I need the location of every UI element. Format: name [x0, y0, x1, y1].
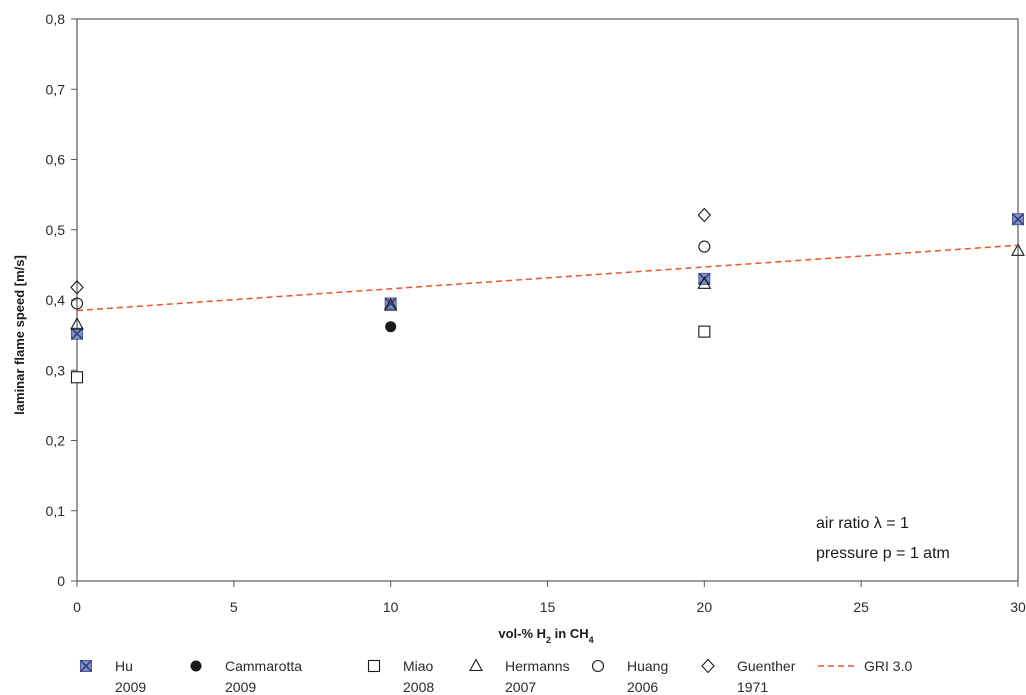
- y-tick-label: 0,3: [46, 362, 66, 378]
- legend-label: 2009: [115, 679, 146, 695]
- series-line-gri-3-0: [76, 244, 1019, 312]
- y-tick-label: 0,8: [46, 11, 66, 27]
- data-point-hu: [1012, 213, 1024, 226]
- x-tick-label: 5: [230, 599, 238, 615]
- data-point-hu: [71, 327, 83, 340]
- legend-item-guenther: Guenther 1971: [701, 658, 796, 695]
- data-point-cammarotta: [385, 321, 397, 333]
- legend-item-cammarotta: Cammarotta 2009: [190, 658, 302, 695]
- y-axis-ticks: 0 0,1 0,2 0,3 0,4 0,5 0,6 0,7 0,8: [46, 11, 77, 589]
- x-tick-label: 25: [853, 599, 869, 615]
- legend-symbol: [367, 659, 381, 673]
- y-tick-label: 0,4: [46, 292, 66, 308]
- x-axis-ticks: 0 5 10 15 20 25 30: [73, 581, 1026, 615]
- data-point-hu: [698, 272, 711, 285]
- y-tick-label: 0,1: [46, 503, 66, 519]
- legend-item-hermanns: Hermanns 2007: [469, 658, 570, 695]
- legend-symbol: [591, 659, 605, 673]
- plot-series: [70, 207, 1025, 384]
- x-tick-label: 20: [697, 599, 713, 615]
- data-point-guenther: [697, 207, 712, 223]
- legend-item-huang: Huang 2006: [591, 658, 668, 695]
- data-point-hermanns: [697, 276, 712, 289]
- legend-label: 2007: [505, 679, 536, 695]
- y-axis-title: laminar flame speed [m/s]: [12, 255, 27, 415]
- data-point-guenther: [70, 280, 84, 295]
- x-tick-label: 30: [1010, 599, 1026, 615]
- legend-label: 1971: [737, 679, 768, 695]
- legend-label: Hu: [115, 658, 133, 674]
- legend: Hu 2009 Cammarotta 2009 Miao 2008 Hermanns 2007…: [80, 658, 912, 695]
- x-tick-label: 10: [383, 599, 399, 615]
- data-point-huang: [698, 240, 711, 253]
- legend-label: Hermanns: [505, 658, 570, 674]
- data-point-miao: [698, 325, 711, 338]
- legend-label: 2006: [627, 679, 658, 695]
- legend-item-gri-3-0: GRI 3.0: [818, 658, 912, 674]
- data-point-hermanns: [70, 316, 84, 330]
- series-guenther: [70, 207, 712, 295]
- annotation-air-ratio: air ratio λ = 1: [816, 515, 909, 532]
- legend-label: GRI 3.0: [864, 658, 912, 674]
- data-point-hermanns: [1011, 243, 1025, 256]
- series-hermanns: [70, 243, 1025, 330]
- legend-symbol: [80, 660, 92, 672]
- series-gri-3-0: [76, 244, 1019, 312]
- y-tick-label: 0: [57, 573, 65, 589]
- y-tick-label: 0,5: [46, 222, 66, 238]
- legend-symbol: [190, 660, 202, 672]
- legend-label: Guenther: [737, 658, 796, 674]
- series-hu: [71, 213, 1024, 340]
- series-huang: [70, 240, 711, 310]
- y-tick-label: 0,6: [46, 152, 66, 168]
- x-tick-label: 15: [540, 599, 556, 615]
- legend-label: 2008: [403, 679, 434, 695]
- x-tick-label: 0: [73, 599, 81, 615]
- data-point-huang: [70, 297, 84, 310]
- legend-label: Huang: [627, 658, 668, 674]
- data-point-miao: [70, 371, 84, 384]
- series-miao: [70, 325, 711, 384]
- data-point-hermanns: [383, 297, 398, 311]
- legend-label: 2009: [225, 679, 256, 695]
- y-tick-label: 0,2: [46, 433, 66, 449]
- x-axis-title: vol-% H2 in CH4: [498, 626, 593, 645]
- legend-item-hu: Hu 2009: [80, 658, 146, 695]
- legend-symbol: [701, 658, 715, 674]
- series-cammarotta: [385, 321, 397, 333]
- annotation-pressure: pressure p = 1 atm: [816, 545, 950, 562]
- legend-label: Miao: [403, 658, 434, 674]
- legend-label: Cammarotta: [225, 658, 302, 674]
- legend-item-miao: Miao 2008: [367, 658, 434, 695]
- legend-symbol: [469, 658, 483, 672]
- y-tick-label: 0,7: [46, 81, 66, 97]
